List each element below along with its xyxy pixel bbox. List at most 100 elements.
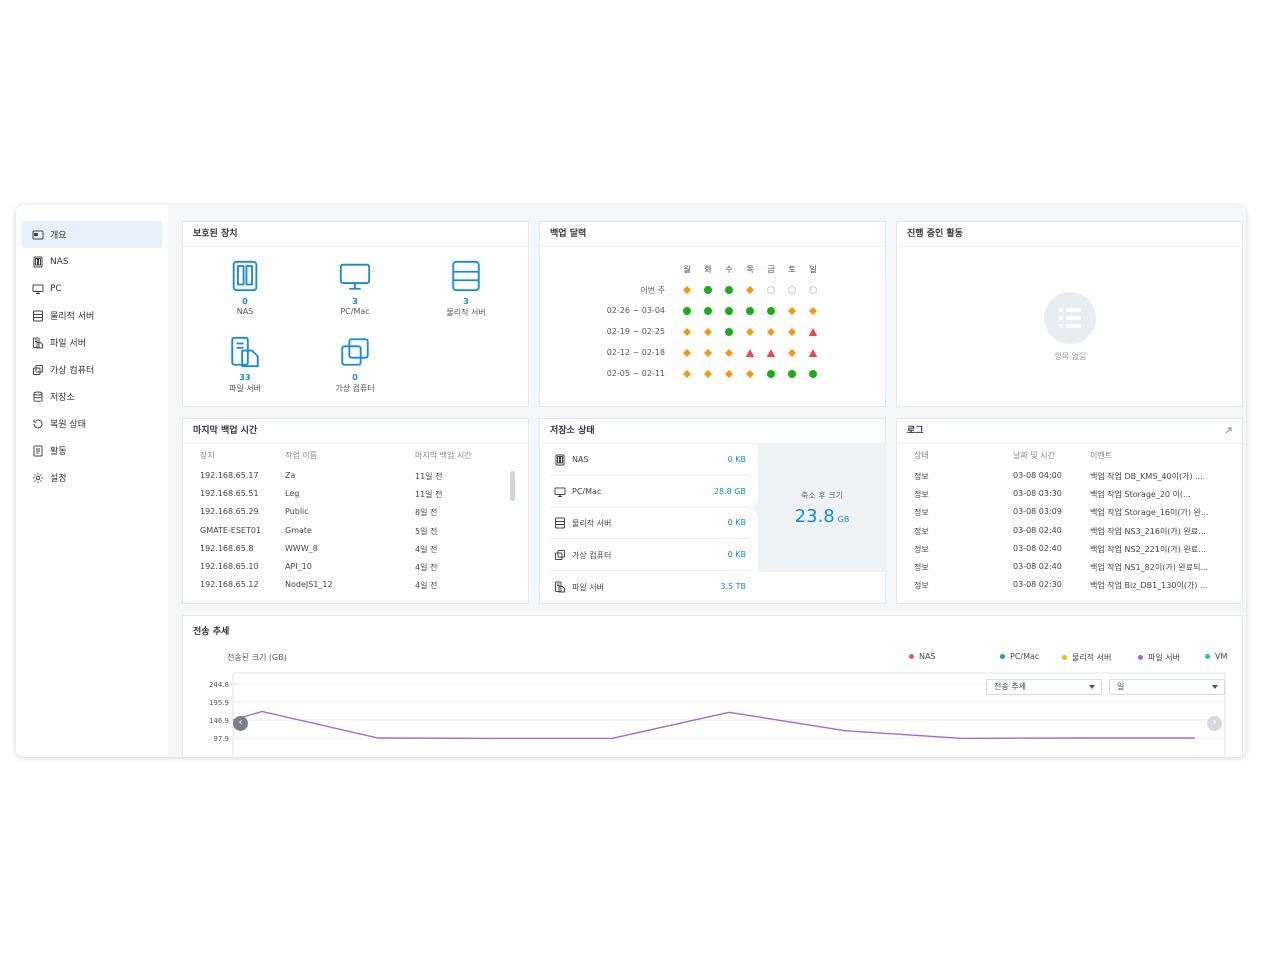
overview-icon (31, 228, 45, 242)
table-row[interactable]: 정보 03-08 04:00 백업 작업 DB_KMS_40이(가) ... (897, 470, 1244, 488)
sidebar-item-label: 설정 (50, 474, 67, 484)
calendar-mark-none[interactable] (787, 285, 797, 295)
storage-row[interactable]: 파일 서버 3.5 TB (550, 570, 750, 602)
table-cell: 03-08 04:00 (1013, 471, 1062, 480)
legend-item[interactable]: PC/Mac (1000, 652, 1039, 661)
legend-dot (909, 654, 914, 659)
calendar-mark-warning[interactable] (745, 369, 755, 379)
virtual-machine-icon (554, 549, 566, 561)
sidebar-item-label: 개요 (50, 231, 67, 241)
table-row[interactable]: 192.168.65.12 NodeJS1_12 4일 전 (183, 579, 530, 597)
calendar-mark-warning[interactable] (745, 285, 755, 295)
calendar-mark-error[interactable] (745, 348, 755, 358)
calendar-mark-warning[interactable] (808, 306, 818, 316)
calendar-mark-warning[interactable] (724, 348, 734, 358)
calendar-mark-success[interactable] (682, 306, 692, 316)
calendar-mark-warning[interactable] (682, 285, 692, 295)
calendar-mark-warning[interactable] (787, 348, 797, 358)
sidebar-item[interactable]: 물리적 서버 (22, 302, 162, 329)
sidebar-item[interactable]: NAS (22, 248, 162, 275)
calendar-mark-warning[interactable] (703, 369, 713, 379)
device-tile[interactable]: 33 파일 서버 (200, 335, 290, 394)
sidebar-item[interactable]: PC (22, 275, 162, 302)
storage-row[interactable]: 물리적 서버 0 KB (550, 507, 750, 539)
calendar-mark-warning[interactable] (703, 327, 713, 337)
calendar-mark-success[interactable] (745, 306, 755, 316)
chart-next-button[interactable]: › (1207, 716, 1222, 731)
calendar-mark-success[interactable] (766, 369, 776, 379)
calendar-mark-success[interactable] (724, 285, 734, 295)
calendar-mark-warning[interactable] (724, 369, 734, 379)
device-tile[interactable]: 3 PC/Mac (310, 259, 400, 316)
device-tile[interactable]: 0 NAS (200, 259, 290, 316)
legend-dot (1000, 654, 1005, 659)
storage-row[interactable]: 가상 컴퓨터 0 KB (550, 539, 750, 571)
legend-dot (1138, 655, 1143, 660)
calendar-mark-warning[interactable] (682, 327, 692, 337)
table-row[interactable]: 192.168.65.29 Public 8일 전 (183, 506, 530, 524)
sidebar-item[interactable]: 파일 서버 (22, 329, 162, 356)
sidebar-item[interactable]: 개요 (22, 221, 162, 248)
device-tile[interactable]: 0 가상 컴퓨터 (310, 335, 400, 394)
column-header: 마지막 백업 시간 (415, 451, 472, 460)
table-cell: 정보 (914, 490, 929, 500)
calendar-mark-error[interactable] (766, 348, 776, 358)
storage-row[interactable]: PC/Mac 28.8 GB (550, 476, 750, 508)
last-backup-panel: 마지막 백업 시간 장치 작업 이름 마지막 백업 시간 192.168.65.17 Z… (182, 418, 529, 604)
table-row[interactable]: 192.168.65.8 WWW_8 4일 전 (183, 543, 530, 561)
table-row[interactable]: 192.168.65.17 Za 11일 전 (183, 470, 530, 488)
legend-item[interactable]: 물리적 서버 (1062, 652, 1111, 663)
legend-item[interactable]: NAS (909, 652, 936, 661)
calendar-mark-none[interactable] (808, 285, 818, 295)
calendar-mark-warning[interactable] (682, 348, 692, 358)
calendar-mark-success[interactable] (703, 306, 713, 316)
table-row[interactable]: 정보 03-08 03:30 백업 작업 Storage_20 이(... (897, 488, 1244, 506)
table-row[interactable]: 정보 03-08 02:40 백업 작업 NS2_221이(가) 완료... (897, 543, 1244, 561)
device-tile[interactable]: 3 물리적 서버 (421, 259, 511, 318)
table-row[interactable]: 정보 03-08 03:09 백업 작업 Storage_16이(가) 완... (897, 506, 1244, 524)
calendar-mark-success[interactable] (766, 306, 776, 316)
table-cell: 백업 작업 NS2_221이(가) 완료... (1090, 544, 1206, 554)
calendar-mark-success[interactable] (808, 369, 818, 379)
calendar-mark-success[interactable] (724, 306, 734, 316)
legend-item[interactable]: VM (1205, 652, 1227, 661)
sidebar-item[interactable]: 설정 (22, 464, 162, 491)
calendar-mark-warning[interactable] (745, 327, 755, 337)
sidebar-item-label: 저장소 (50, 393, 75, 403)
table-row[interactable]: 192.168.65.10 API_10 4일 전 (183, 561, 530, 579)
table-row[interactable]: 192.168.65.51 Leg 11일 전 (183, 488, 530, 506)
calendar-mark-error[interactable] (808, 327, 818, 337)
calendar-mark-warning[interactable] (682, 369, 692, 379)
calendar-mark-success[interactable] (703, 285, 713, 295)
calendar-mark-warning[interactable] (766, 327, 776, 337)
panel-title: 로그 (897, 419, 1242, 444)
chart-prev-button[interactable]: ‹ (233, 716, 248, 731)
table-cell: 정보 (914, 472, 929, 481)
trend-type-select[interactable]: 전송 추세 (986, 679, 1102, 695)
calendar-mark-warning[interactable] (703, 348, 713, 358)
table-row[interactable]: 정보 03-08 02:30 백업 작업 Biz_DB1_130이(가) ... (897, 579, 1244, 597)
calendar-mark-error[interactable] (808, 348, 818, 358)
table-cell: Gmate (285, 525, 312, 535)
sidebar-item[interactable]: 가상 컴퓨터 (22, 356, 162, 383)
table-row[interactable]: 정보 03-08 02:40 백업 작업 NS1_82이(가) 완료되... (897, 561, 1244, 579)
calendar-mark-success[interactable] (724, 327, 734, 337)
sidebar-item[interactable]: 활동 (22, 437, 162, 464)
table-row[interactable]: 정보 03-08 02:40 백업 작업 NS3_216이(가) 완료... (897, 525, 1244, 543)
calendar-mark-warning[interactable] (787, 306, 797, 316)
table-row[interactable]: GMATE-ESET01 Gmate 5일 전 (183, 525, 530, 543)
table-cell: 5일 전 (415, 526, 438, 536)
scrollbar[interactable] (510, 471, 515, 501)
calendar-mark-warning[interactable] (787, 327, 797, 337)
calendar-mark-none[interactable] (766, 285, 776, 295)
calendar-mark-success[interactable] (787, 369, 797, 379)
calendar-day-header: 일 (809, 265, 817, 274)
sidebar-item[interactable]: 저장소 (22, 383, 162, 410)
file-server-icon (31, 336, 45, 350)
sidebar-item[interactable]: 복원 상태 (22, 410, 162, 437)
storage-row[interactable]: NAS 0 KB (550, 444, 750, 476)
expand-icon[interactable] (1224, 426, 1233, 435)
device-count: 3 (352, 297, 358, 306)
legend-item[interactable]: 파일 서버 (1138, 652, 1180, 663)
period-select[interactable]: 일 (1109, 679, 1225, 695)
